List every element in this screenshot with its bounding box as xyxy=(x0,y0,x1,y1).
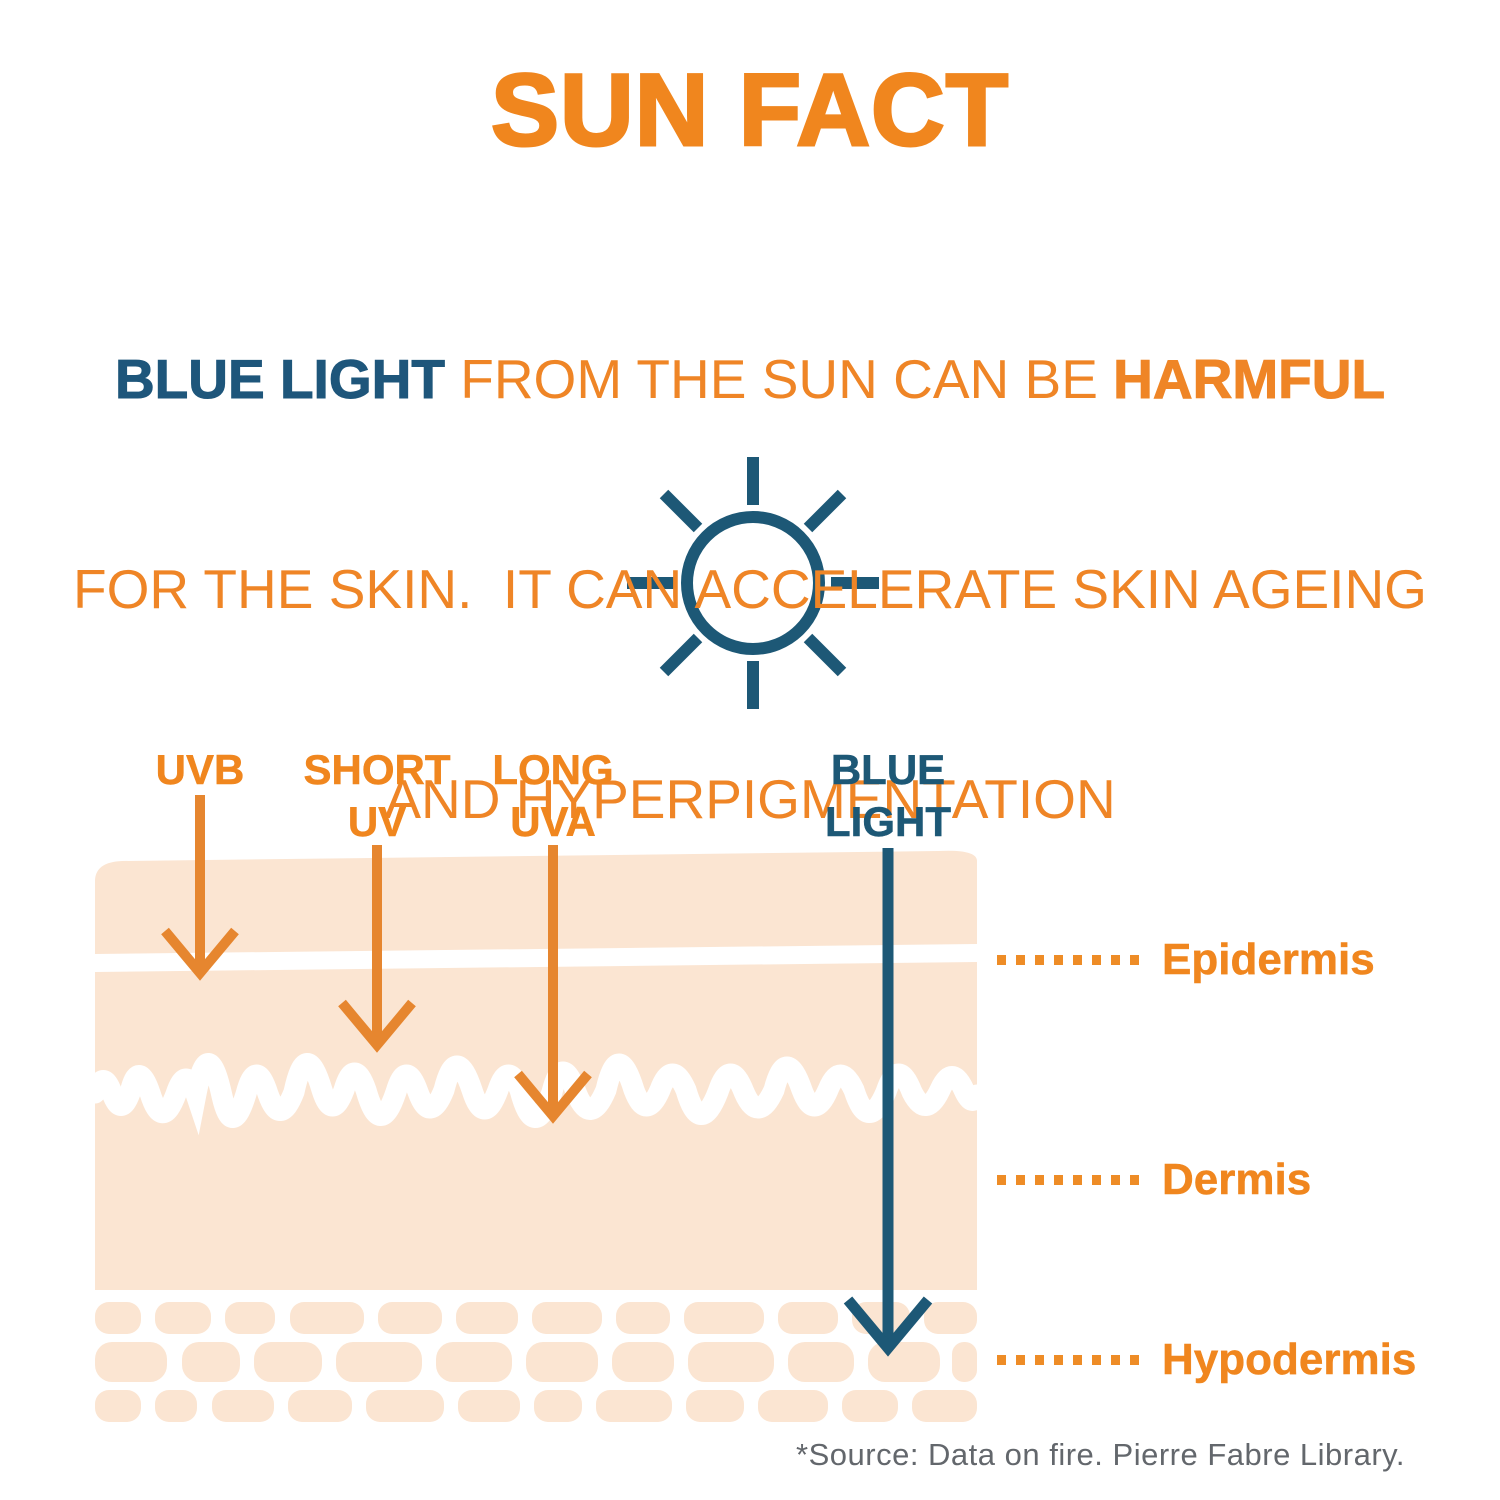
subtitle-harmful: HARMFUL xyxy=(1113,348,1386,411)
ray-label-short-uv: SHORT UV xyxy=(303,746,451,846)
subtitle-line-1: BLUE LIGHT FROM THE SUN CAN BE HARMFUL xyxy=(0,344,1500,414)
sun-icon xyxy=(627,457,879,709)
subtitle-mid: FROM THE SUN CAN BE xyxy=(444,348,1114,410)
dermis-wave xyxy=(84,1053,988,1136)
subtitle-line-3: AND HYPERPIGMENTATION xyxy=(384,768,1116,830)
blue-light-arrow xyxy=(843,848,933,1357)
hypodermis-layer xyxy=(95,1302,977,1422)
epidermis-layer xyxy=(95,850,977,954)
ray-label-uvb: UVB xyxy=(155,746,245,794)
layer-label-dermis: Dermis xyxy=(1162,1155,1312,1204)
source-note: *Source: Data on fire. Pierre Fabre Libr… xyxy=(796,1437,1405,1472)
subtitle-line-2: FOR THE SKIN. IT CAN ACCELERATE SKIN AGE… xyxy=(73,558,1427,620)
ray-label-blue-light: BLUE LIGHT xyxy=(825,746,951,846)
uvb-arrow xyxy=(161,795,239,981)
long-uva-arrow xyxy=(514,845,592,1124)
ray-label-long-uva: LONG UVA xyxy=(492,746,614,846)
page-title: SUN FACT xyxy=(490,52,1010,169)
layer-label-epidermis: Epidermis xyxy=(1162,935,1375,984)
subtitle: BLUE LIGHT FROM THE SUN CAN BE HARMFUL F… xyxy=(0,204,1500,904)
subtitle-blue-light: BLUE LIGHT xyxy=(114,348,445,411)
short-uv-arrow xyxy=(338,845,416,1053)
layer-label-hypodermis: Hypodermis xyxy=(1162,1335,1417,1384)
